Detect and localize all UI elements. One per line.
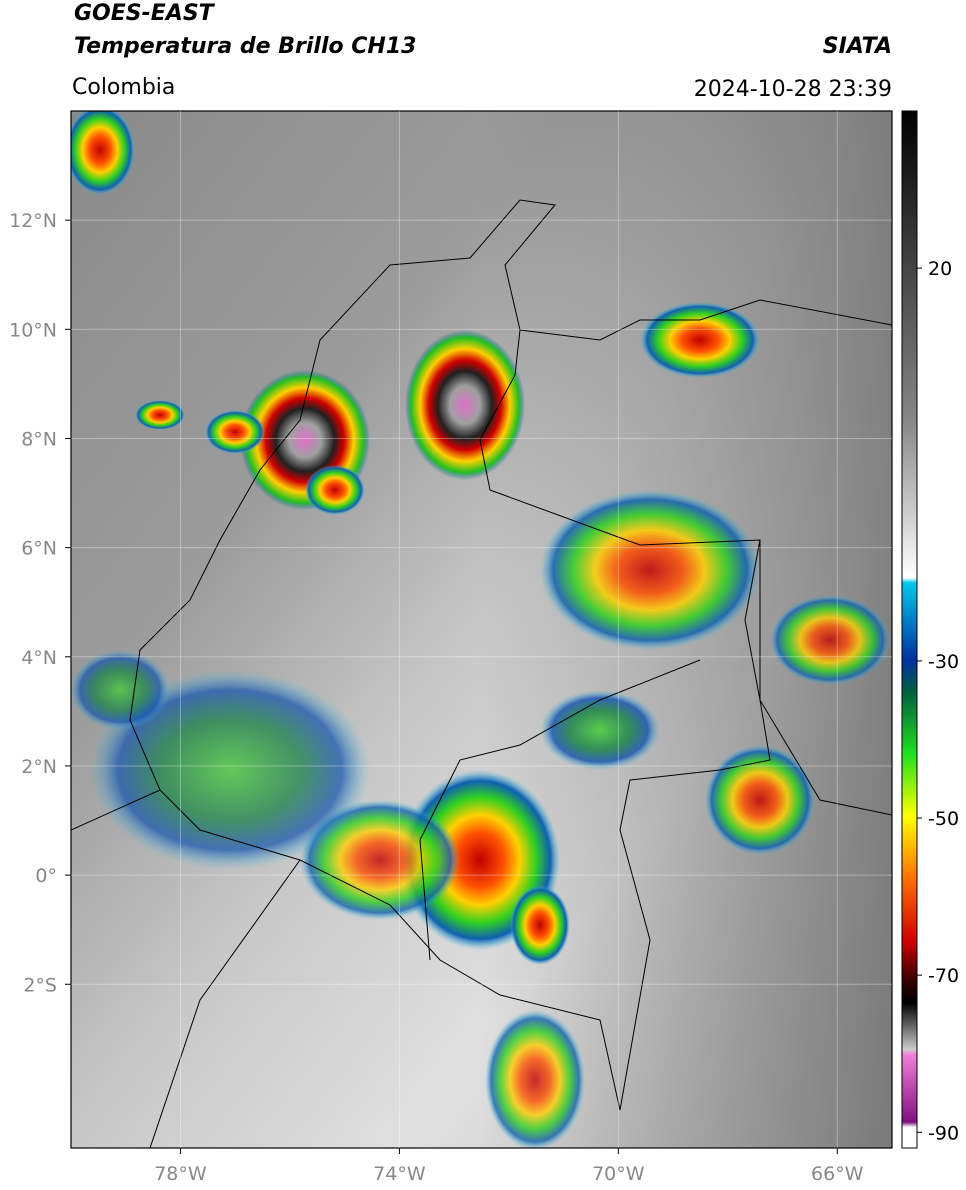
colorbar [901, 110, 918, 1149]
x-tick-label: 70°W [592, 1163, 645, 1185]
colorbar-tick-label: -70 [928, 965, 959, 987]
x-tick-label: 78°W [154, 1163, 207, 1185]
y-tick-label: 2°S [23, 974, 57, 996]
colorbar-tick-label: -50 [928, 808, 959, 830]
y-tick-label: 2°N [21, 756, 57, 778]
colorbar-tick-label: 20 [928, 258, 952, 280]
map-frame [70, 110, 893, 1149]
y-tick-label: 6°N [21, 538, 57, 560]
timestamp: 2024-10-28 23:39 [694, 77, 892, 102]
x-tick-label: 74°W [373, 1163, 426, 1185]
satellite-image [71, 111, 892, 1148]
y-tick-label: 8°N [21, 428, 57, 450]
title: GOES-EAST [74, 1, 216, 26]
y-tick-label: 4°N [21, 647, 57, 669]
region: Colombia [72, 75, 175, 100]
colorbar-tick-label: -30 [928, 651, 959, 673]
subtitle: Temperatura de Brillo CH13 [74, 34, 416, 59]
colorbar-tick-label: -90 [928, 1122, 959, 1144]
x-tick-label: 66°W [811, 1163, 864, 1185]
y-tick-label: 10°N [9, 319, 57, 341]
y-tick-label: 0° [35, 865, 57, 887]
y-tick-label: 12°N [9, 210, 57, 232]
source: SIATA [823, 34, 892, 59]
